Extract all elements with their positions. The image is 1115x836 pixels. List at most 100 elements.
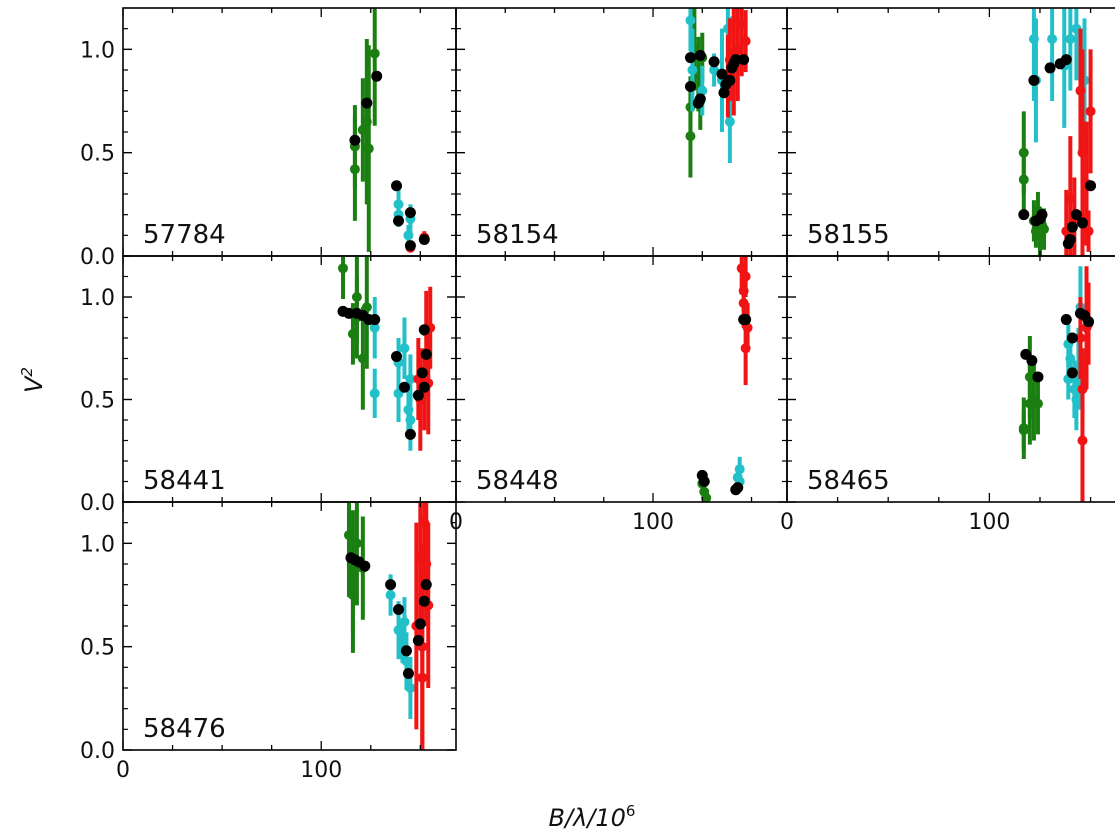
- black-data-point: [359, 560, 371, 572]
- green-data-point: [338, 263, 349, 274]
- black-data-point: [404, 240, 416, 252]
- cyan-data-point: [1047, 34, 1058, 44]
- black-data-point: [418, 595, 430, 607]
- black-data-point: [740, 314, 752, 326]
- black-data-point: [694, 93, 706, 105]
- red-data-point: [1085, 106, 1096, 117]
- cyan-data-point: [697, 85, 708, 96]
- black-data-point: [1060, 314, 1072, 326]
- panels-group: 0.0 0.5 1.0 57784 58154 58155 0.0 0.5 1.0 58441 0 1…: [80, 7, 1115, 783]
- y-axis-title: V2: [18, 367, 48, 393]
- black-data-point: [1066, 221, 1078, 233]
- black-data-point: [732, 482, 744, 494]
- green-data-point: [357, 124, 368, 135]
- black-data-point: [1070, 209, 1082, 221]
- plot-area: [337, 256, 436, 451]
- x-axis-title: B/λ/106: [549, 802, 636, 832]
- x-axis-title-superscript: 6: [626, 802, 636, 820]
- panel-58154: 58154: [455, 7, 788, 257]
- cyan-data-point: [724, 116, 735, 127]
- epoch-label: 58154: [476, 220, 559, 250]
- green-data-point: [1018, 174, 1029, 185]
- black-data-point: [385, 579, 397, 591]
- y-tick-label: 1.0: [80, 286, 115, 311]
- black-data-point: [724, 74, 736, 86]
- y-tick-label: 0.0: [80, 739, 115, 764]
- green-data-point: [1024, 371, 1035, 382]
- red-data-point: [740, 343, 751, 354]
- panel-58155: 58155: [786, 7, 1115, 257]
- black-data-point: [1032, 371, 1044, 383]
- black-data-point: [416, 367, 428, 379]
- y-axis-title-superscript: 2: [18, 367, 36, 377]
- black-data-point: [391, 350, 403, 362]
- black-data-point: [420, 579, 432, 591]
- x-tick-label: 100: [300, 758, 342, 783]
- cyan-data-point: [399, 343, 410, 354]
- black-data-point: [371, 70, 383, 82]
- cyan-data-point: [734, 464, 745, 475]
- y-tick-label: 0.5: [80, 636, 115, 661]
- plot-area: [696, 256, 753, 502]
- cyan-data-point: [403, 230, 414, 241]
- plot-area: [1018, 8, 1097, 256]
- cyan-data-point: [687, 65, 698, 75]
- black-data-point: [402, 668, 414, 680]
- y-tick-label: 0.5: [80, 389, 115, 414]
- x-tick-label: 0: [116, 758, 130, 783]
- y-tick-label: 0.5: [80, 142, 115, 167]
- cyan-data-point: [399, 616, 410, 627]
- x-tick-label: 100: [968, 510, 1010, 535]
- panel-58476: 0.0 0.5 1.0 0 100 58476: [80, 501, 457, 783]
- y-tick-label: 0.0: [80, 245, 115, 270]
- y-axis-title-text: V: [20, 375, 48, 393]
- black-data-point: [349, 134, 361, 146]
- cyan-data-point: [405, 683, 416, 693]
- cyan-data-point: [405, 374, 416, 384]
- epoch-label: 58465: [807, 466, 890, 496]
- panel-57784: 0.0 0.5 1.0 57784: [80, 7, 457, 270]
- black-data-point: [698, 476, 710, 487]
- black-data-point: [418, 324, 430, 336]
- x-tick-label: 0: [780, 510, 794, 535]
- plot-area: [343, 502, 434, 750]
- cyan-data-point: [1065, 34, 1076, 44]
- green-data-point: [1032, 398, 1043, 409]
- black-data-point: [391, 180, 403, 192]
- x-axis-title-text: B/λ/10: [549, 804, 626, 832]
- epoch-label: 57784: [143, 220, 226, 250]
- black-data-point: [343, 307, 355, 319]
- plot-area: [349, 8, 430, 253]
- black-data-point: [1083, 316, 1095, 328]
- black-data-point: [420, 348, 432, 360]
- black-data-point: [684, 52, 696, 64]
- epoch-label: 58476: [143, 714, 226, 744]
- cyan-data-point: [385, 590, 396, 600]
- black-data-point: [1018, 209, 1030, 221]
- black-data-point: [684, 81, 696, 93]
- plot-area: [1018, 266, 1095, 502]
- cyan-data-point: [369, 322, 380, 333]
- black-data-point: [398, 381, 410, 393]
- svg-text:V2: V2: [18, 367, 48, 393]
- black-data-point: [1036, 209, 1048, 221]
- green-data-point: [347, 567, 358, 578]
- black-data-point: [738, 54, 750, 66]
- red-data-point: [740, 36, 751, 47]
- black-data-point: [404, 207, 416, 219]
- black-data-point: [404, 428, 416, 440]
- red-data-point: [738, 285, 749, 296]
- cyan-data-point: [709, 65, 720, 75]
- black-data-point: [1085, 180, 1097, 192]
- cyan-data-point: [405, 415, 416, 425]
- green-data-point: [349, 164, 360, 175]
- black-data-point: [1026, 355, 1038, 367]
- black-data-point: [412, 634, 424, 646]
- black-data-point: [361, 97, 373, 109]
- green-data-point: [1018, 425, 1029, 436]
- cyan-data-point: [685, 15, 696, 26]
- black-data-point: [393, 215, 405, 227]
- black-data-point: [1028, 74, 1040, 86]
